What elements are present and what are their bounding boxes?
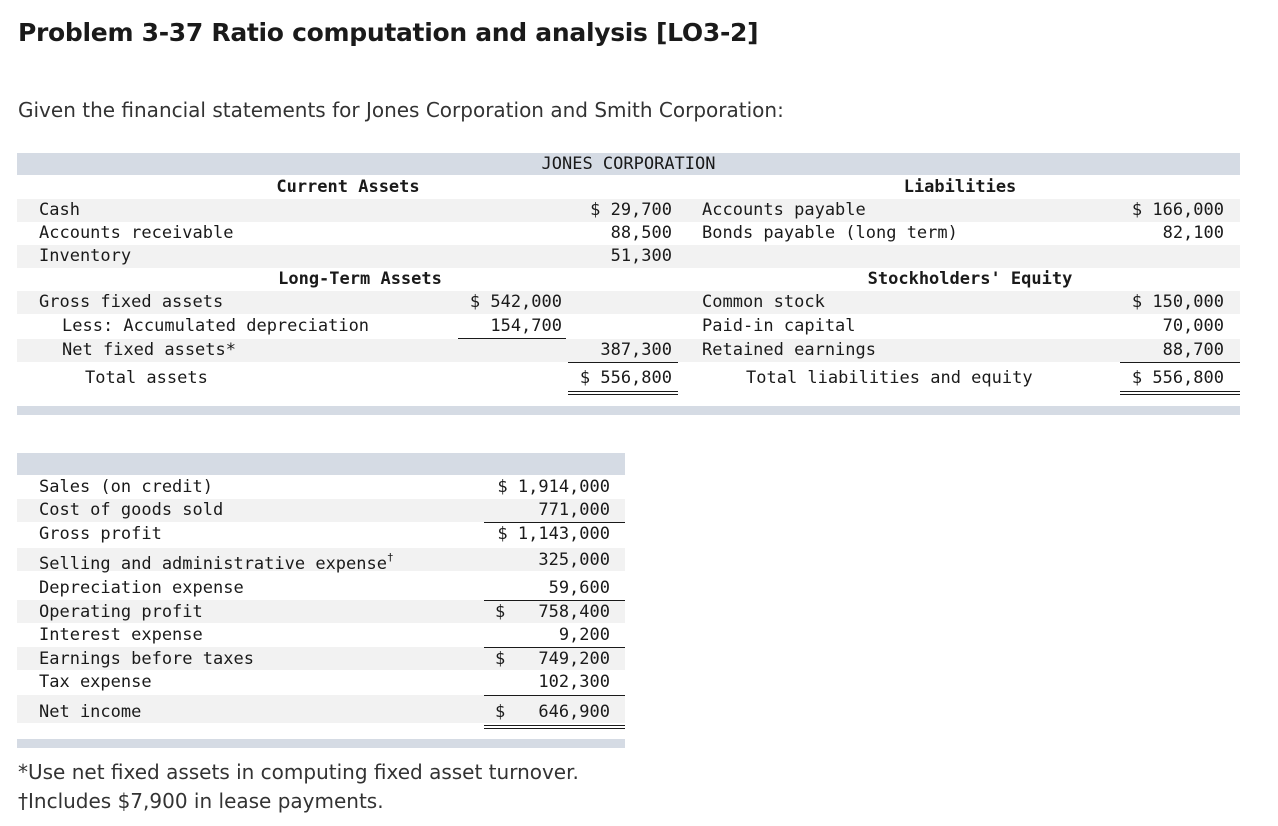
income-row-label: Tax expense — [39, 672, 152, 692]
total-liabilities-equity-amount: $ 556,800 — [1131, 368, 1224, 388]
cash-label: Cash — [39, 200, 80, 220]
accounts-payable-amount: $ 166,000 — [1131, 200, 1224, 220]
income-row-amount: 749,200 — [538, 649, 610, 669]
income-row-label: Net income — [39, 702, 142, 722]
total-double-rule — [1120, 391, 1240, 395]
page-title: Problem 3-37 Ratio computation and analy… — [18, 18, 759, 47]
income-row-label: Selling and administrative expense† — [39, 551, 394, 574]
income-row-amount: 9,200 — [558, 625, 610, 645]
subtotal-rule — [484, 647, 625, 648]
income-statement-footer-band — [17, 739, 625, 748]
accumulated-depreciation-amount: 154,700 — [490, 316, 562, 336]
footnote-lease-payments: †Includes $7,900 in lease payments. — [18, 789, 384, 813]
intro-text: Given the financial statements for Jones… — [18, 98, 784, 122]
inventory-amount: 51,300 — [610, 246, 672, 266]
stockholders-equity-header: Stockholders' Equity — [867, 269, 1073, 289]
balance-sheet-footer-band — [17, 406, 1240, 415]
income-row-amount: 102,300 — [538, 672, 610, 692]
dollar-sign: $ — [495, 649, 506, 669]
subtotal-rule — [458, 338, 566, 339]
income-row-amount: 59,600 — [548, 578, 610, 598]
accumulated-depreciation-label: Less: Accumulated depreciation — [62, 316, 370, 336]
subtotal-rule — [484, 600, 625, 601]
net-fixed-assets-amount: 387,300 — [600, 340, 672, 360]
liabilities-header: Liabilities — [903, 177, 1017, 197]
long-term-assets-header: Long-Term Assets — [278, 269, 442, 289]
income-row-amount: 325,000 — [538, 550, 610, 570]
subtotal-rule — [568, 362, 678, 363]
bonds-payable-label: Bonds payable (long term) — [702, 223, 958, 243]
income-statement-header-band — [17, 453, 625, 475]
accounts-payable-label: Accounts payable — [702, 200, 866, 220]
total-liabilities-equity-label: Total liabilities and equity — [746, 368, 1033, 388]
subtotal-rule — [1120, 362, 1240, 363]
balance-sheet-header-band — [17, 153, 1240, 175]
income-row-amount: 758,400 — [538, 602, 610, 622]
income-row-amount: $ 1,143,000 — [497, 524, 610, 544]
income-row-label: Interest expense — [39, 625, 203, 645]
dollar-sign: $ — [495, 702, 506, 722]
subtotal-rule — [484, 695, 625, 696]
bonds-payable-amount: 82,100 — [1162, 223, 1224, 243]
income-row-label: Operating profit — [39, 602, 203, 622]
gross-fixed-assets-amount: $ 542,000 — [469, 292, 562, 312]
footnote-net-fixed-assets: *Use net fixed assets in computing fixed… — [18, 760, 579, 784]
common-stock-label: Common stock — [702, 292, 825, 312]
company-name: JONES CORPORATION — [541, 154, 716, 174]
income-row-label: Earnings before taxes — [39, 649, 254, 669]
income-row-label: Gross profit — [39, 524, 162, 544]
subtotal-rule — [484, 522, 625, 523]
inventory-label: Inventory — [39, 246, 132, 266]
income-row-label: Cost of goods sold — [39, 500, 224, 520]
net-fixed-assets-label: Net fixed assets* — [62, 340, 236, 360]
total-double-rule — [568, 391, 678, 395]
paid-in-capital-label: Paid-in capital — [702, 316, 856, 336]
dollar-sign: $ — [495, 602, 506, 622]
accounts-receivable-label: Accounts receivable — [39, 223, 234, 243]
retained-earnings-amount: 88,700 — [1162, 340, 1224, 360]
dagger-footnote-mark: † — [387, 551, 394, 564]
common-stock-amount: $ 150,000 — [1131, 292, 1224, 312]
paid-in-capital-amount: 70,000 — [1162, 316, 1224, 336]
gross-fixed-assets-label: Gross fixed assets — [39, 292, 224, 312]
total-double-rule — [484, 725, 625, 729]
cash-amount: $ 29,700 — [590, 200, 672, 220]
income-row-amount: 646,900 — [538, 702, 610, 722]
current-assets-header: Current Assets — [276, 177, 420, 197]
income-row-label: Sales (on credit) — [39, 477, 213, 497]
income-row-label: Depreciation expense — [39, 578, 244, 598]
income-row-amount: 771,000 — [538, 500, 610, 520]
total-assets-amount: $ 556,800 — [579, 368, 672, 388]
accounts-receivable-amount: 88,500 — [610, 223, 672, 243]
retained-earnings-label: Retained earnings — [702, 340, 876, 360]
income-row-amount: $ 1,914,000 — [497, 477, 610, 497]
total-assets-label: Total assets — [85, 368, 208, 388]
